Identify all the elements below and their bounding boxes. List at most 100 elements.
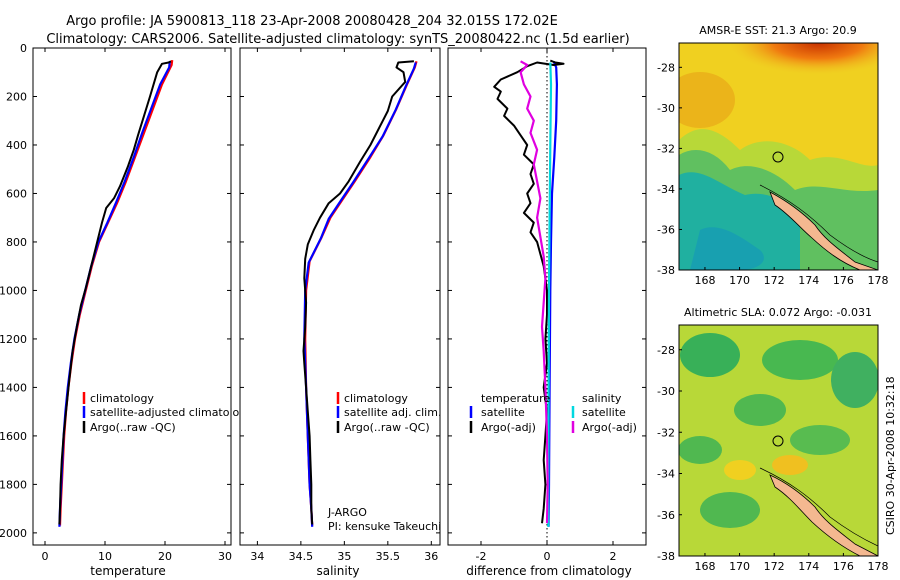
sla-landmass [769,474,878,556]
difference-axis-label: difference from climatology [466,564,632,578]
depth-tick-label: 1800 [0,478,27,491]
map-y-tick-label: -36 [657,223,675,236]
sla-map-panel: Altimetric SLA: 0.072 Argo: -0.031 168 17… [657,306,888,573]
x-tick-label: 36 [424,550,438,563]
map-x-tick-label: 172 [764,274,785,287]
sla-coastline-contour [759,467,878,547]
figure-title-line1: Argo profile: JA 5900813_118 23-Apr-2008… [66,14,558,29]
x-tick-label: 34 [250,550,264,563]
sla-low-1 [680,333,740,377]
salinity-panel: 34 34.5 35 35.5 36 salinity climatology sate… [239,47,441,578]
figure-title-line2: Climatology: CARS2006. Satellite-adjuste… [46,32,629,47]
temperature-panel: 0 200 400 600 800 1000 1200 1400 1600 1800 2000 0 1… [0,42,253,578]
map-x-tick-label: 168 [694,560,715,573]
sst-argo-position-marker [772,151,784,163]
salinity-axes-box [239,47,441,546]
legend-label-climatology: climatology [90,392,154,405]
sla-low-6 [790,425,850,455]
salinity-x-axis: 34 34.5 35 35.5 36 [250,48,438,563]
x-tick-label: 0 [42,550,49,563]
pi-label: PI: kensuke Takeuchi [328,520,441,533]
sst-map-panel: AMSR-E SST: 21.3 Argo: 20.9 168 170 172 174… [657,24,888,287]
difference-depth-ticks [448,47,646,534]
difference-legend: temperature satellite Argo(-adj) salinit… [469,392,637,434]
legend-label-sal-argo: Argo(..raw -QC) [344,421,430,434]
sla-low-3 [831,352,878,408]
sla-map-title: Altimetric SLA: 0.072 Argo: -0.031 [684,306,872,319]
depth-tick-label: 1000 [0,284,27,297]
difference-series [493,59,565,527]
sla-low-2 [762,340,838,380]
x-tick-label: 30 [218,550,232,563]
difference-x-axis: -2 0 2 [476,48,617,563]
sla-map-axes: 168 170 172 174 176 178 -28 -30 -32 -34 -36 -38 [657,344,888,573]
depth-tick-label: 1400 [0,381,27,394]
program-label: J-ARGO [327,506,367,519]
legend-label-argo: Argo(..raw -QC) [90,421,176,434]
map-y-tick-label: -30 [657,385,675,398]
sst-map-title: AMSR-E SST: 21.3 Argo: 20.9 [699,24,857,37]
legend-label-sal-satellite: satellite adj. clim. [344,406,441,419]
temperature-legend: climatology satellite-adjusted climatolo… [82,392,253,434]
map-y-tick-label: -30 [657,102,675,115]
x-tick-label: 10 [98,550,112,563]
sst-cold-patch [690,227,764,270]
salinity-depth-ticks [240,47,440,534]
series-argo-raw-qc- [58,60,172,525]
map-x-tick-label: 170 [729,274,750,287]
sst-map-axes: 168 170 172 174 176 178 -28 -30 -32 -34 -36 -38 [657,61,888,287]
temperature-x-axis: 0 10 20 30 [42,48,232,563]
map-y-tick-label: -38 [657,264,675,277]
csiro-credit: CSIRO 30-Apr-2008 10:32:18 [884,376,897,535]
sst-field [679,43,878,270]
salinity-series [302,60,418,527]
map-y-tick-label: -28 [657,344,675,357]
legend-label-temp-satellite: satellite [481,406,525,419]
map-x-tick-label: 168 [694,274,715,287]
legend-label-sal-argo-diff: Argo(-adj) [582,421,637,434]
x-tick-label: -2 [476,550,487,563]
legend-label-sal-climatology: climatology [344,392,408,405]
x-tick-label: 20 [158,550,172,563]
depth-tick-label: 200 [6,90,27,103]
x-tick-label: 34.5 [289,550,314,563]
depth-tick-label: 0 [20,42,27,55]
x-tick-label: 35 [337,550,351,563]
map-y-tick-label: -36 [657,509,675,522]
depth-tick-label: 800 [6,236,27,249]
depth-tick-label: 600 [6,187,27,200]
map-x-tick-label: 170 [729,560,750,573]
x-tick-label: 0 [544,550,551,563]
map-y-tick-label: -38 [657,550,675,563]
map-x-tick-label: 178 [868,274,889,287]
map-y-tick-label: -32 [657,142,675,155]
legend-label-satellite-adjusted: satellite-adjusted climatology [90,406,253,419]
depth-tick-label: 1600 [0,430,27,443]
series-argo-raw-qc- [302,60,414,525]
legend-label-sal-satellite-diff: satellite [582,406,626,419]
sla-argo-position-marker [772,435,784,447]
sla-high-1 [724,460,756,480]
legend-header-temperature: temperature [481,392,550,405]
sla-low-7 [700,492,760,528]
temperature-axes-box [32,47,232,546]
legend-header-salinity: salinity [582,392,622,405]
map-y-tick-label: -34 [657,468,675,481]
sst-warm-patch [679,72,735,128]
temperature-axis-label: temperature [90,564,165,578]
sla-low-4 [734,394,786,426]
map-x-tick-label: 174 [798,274,819,287]
sla-map-frame [678,324,879,557]
map-x-tick-label: 176 [833,274,854,287]
depth-tick-label: 1200 [0,333,27,346]
depth-tick-label: 2000 [0,527,27,540]
map-y-tick-label: -32 [657,426,675,439]
salinity-axis-label: salinity [316,564,359,578]
map-y-tick-label: -34 [657,183,675,196]
map-x-tick-label: 176 [833,560,854,573]
salinity-legend: climatology satellite adj. clim. Argo(..… [336,392,441,434]
depth-axis: 0 200 400 600 800 1000 1200 1400 1600 1800 2000 [0,42,231,540]
difference-panel: -2 0 2 difference from climatology tempera… [447,47,647,578]
depth-tick-label: 400 [6,139,27,152]
